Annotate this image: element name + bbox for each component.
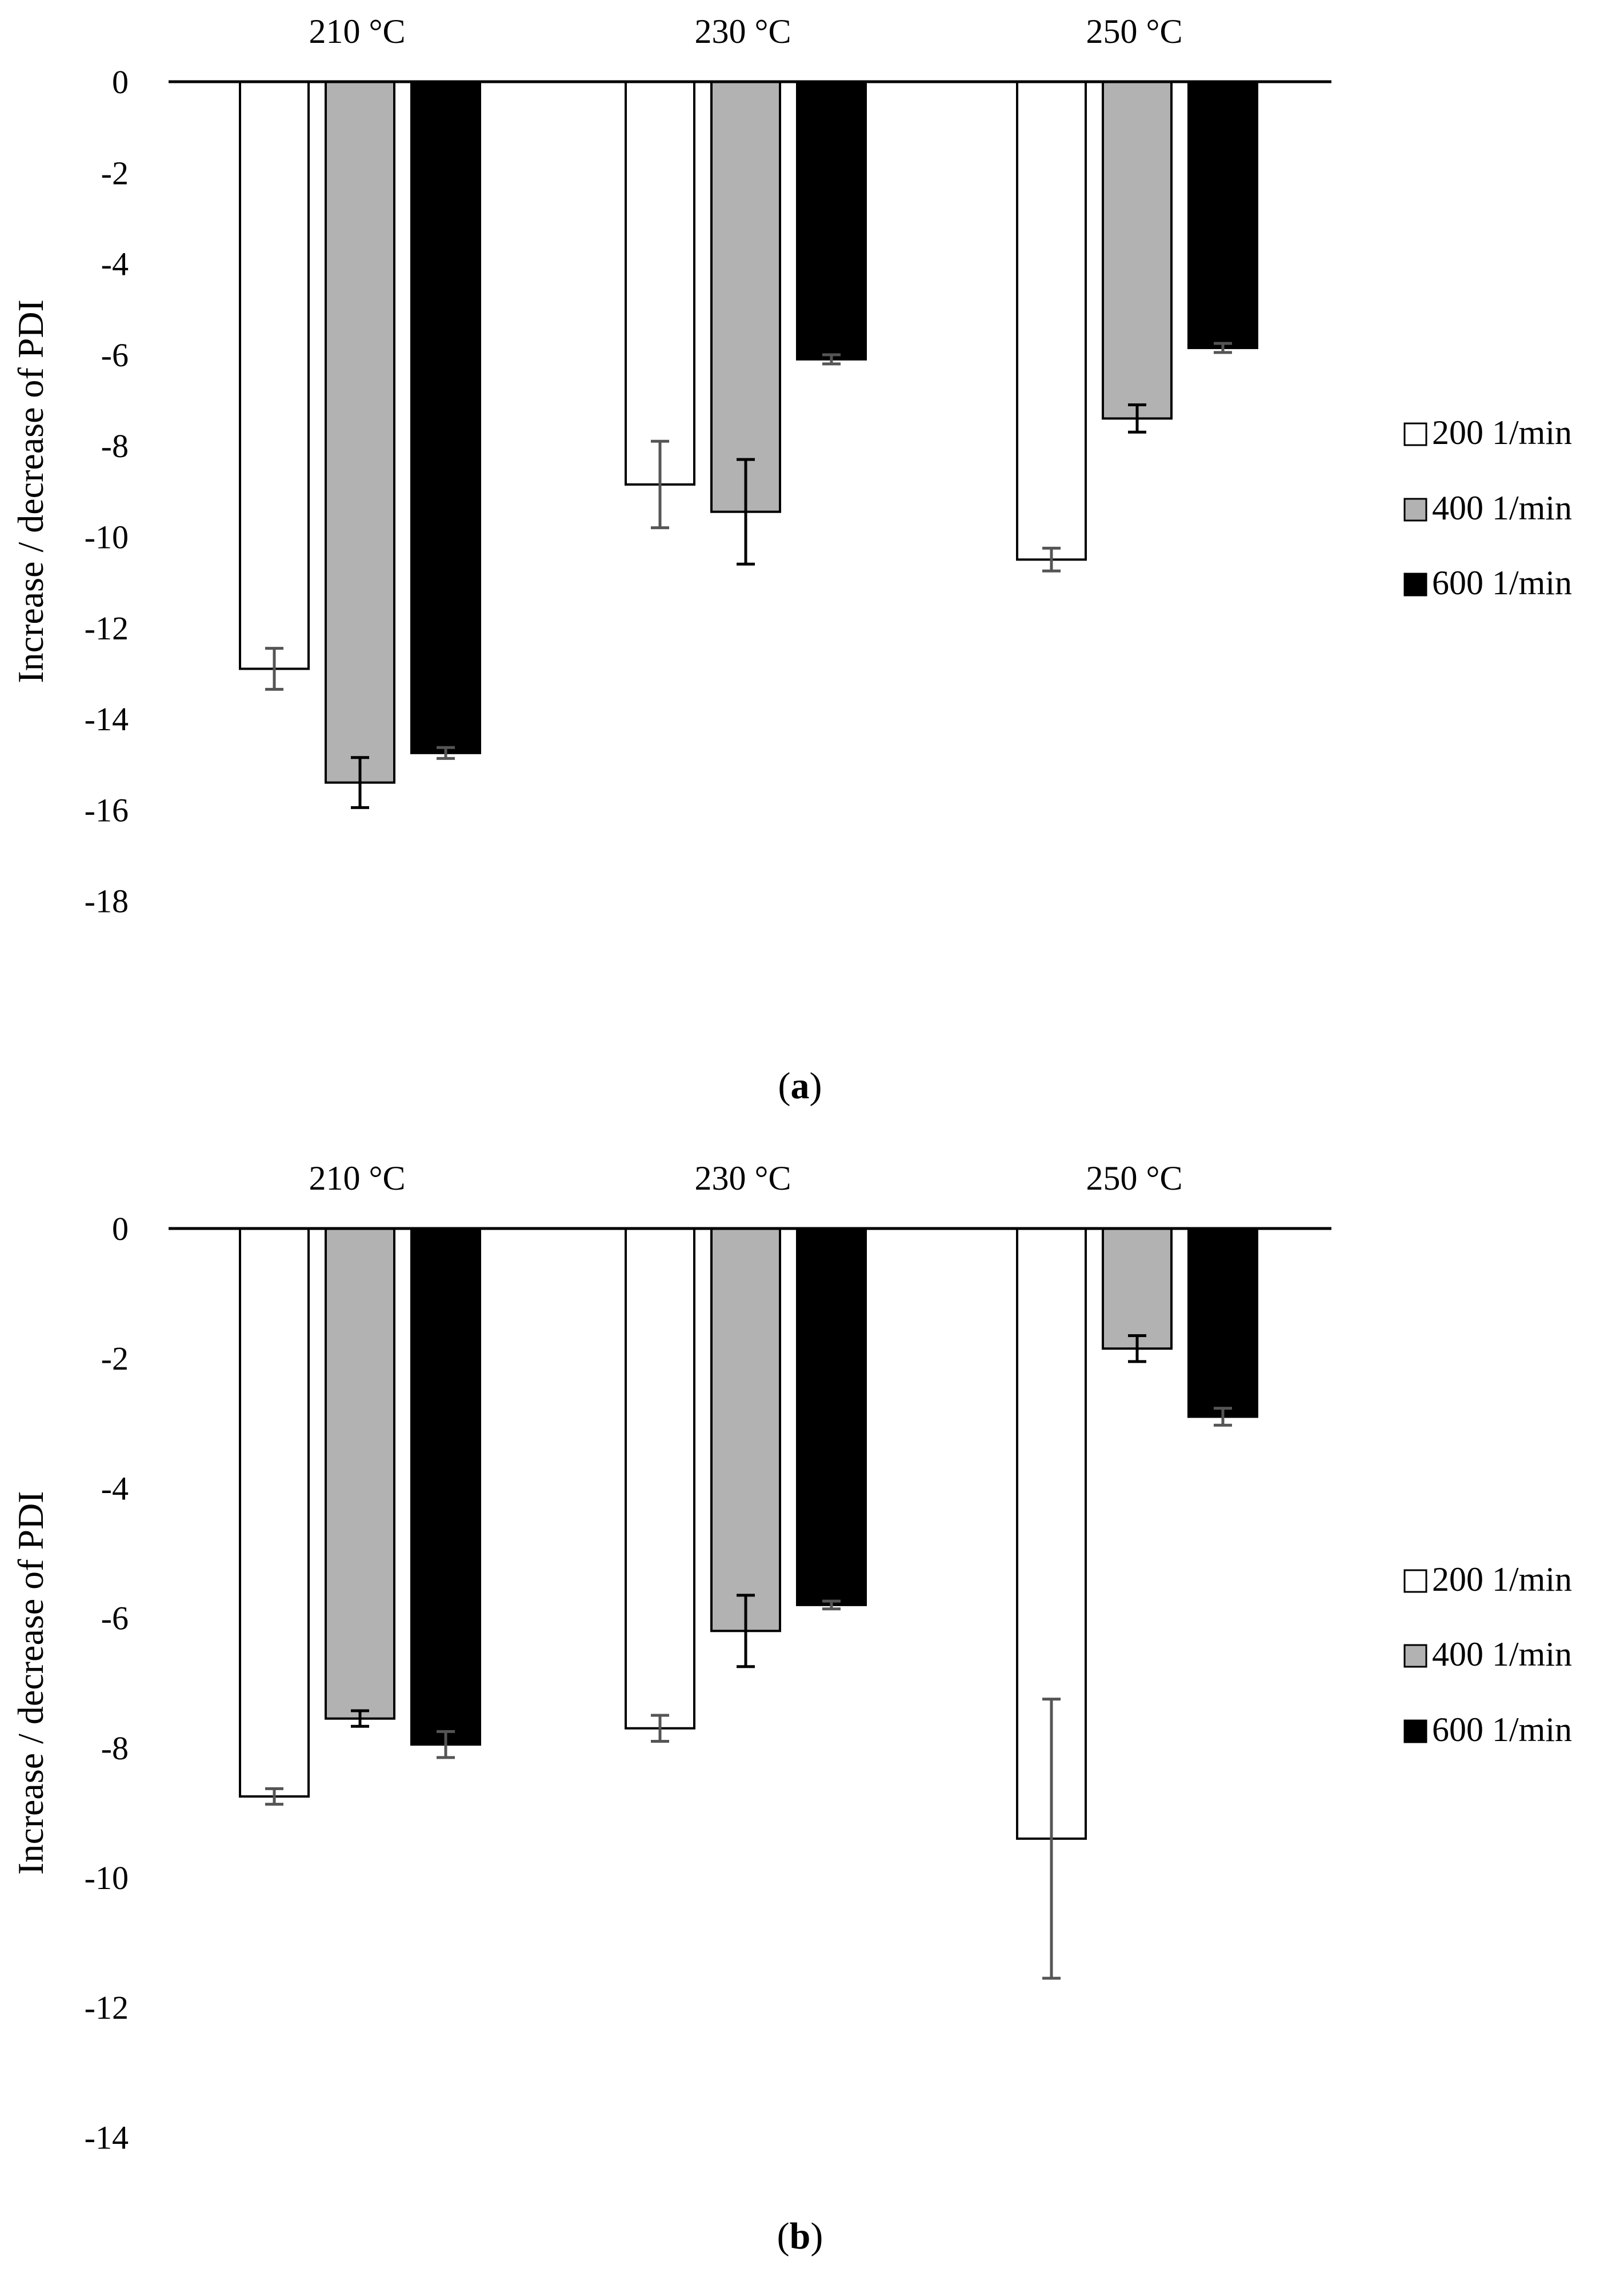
y-tick-label: -10 xyxy=(85,519,129,556)
y-tick-label: -18 xyxy=(85,883,129,920)
bar xyxy=(239,1227,310,1798)
bar xyxy=(796,1227,867,1606)
bar xyxy=(1102,81,1173,420)
panel-label-a: (a) xyxy=(778,1065,822,1107)
category-label: 250 °C xyxy=(1086,1159,1182,1197)
legend-label: 600 1/min xyxy=(1432,1711,1572,1748)
bar xyxy=(1187,81,1258,349)
y-tick-label: -6 xyxy=(101,1600,129,1637)
legend-label: 200 1/min xyxy=(1432,1560,1572,1598)
bar xyxy=(410,1227,481,1746)
legend-swatch xyxy=(1403,498,1427,522)
bar xyxy=(710,1227,781,1632)
legend-swatch xyxy=(1403,1569,1427,1593)
bar xyxy=(1187,1227,1258,1418)
y-tick-label: -16 xyxy=(85,791,129,829)
legend-swatch xyxy=(1403,422,1427,446)
legend-label: 400 1/min xyxy=(1432,489,1572,527)
y-axis-title: Increase / decrease of PDI xyxy=(10,1491,51,1875)
chart-b: 0 -2 -4 -6 -8 -10 -12 -14 Increase / decrease of… xyxy=(10,1159,1572,2156)
y-tick-label: -4 xyxy=(101,246,129,283)
y-tick-label: -14 xyxy=(85,701,129,738)
y-tick-label: -2 xyxy=(101,154,129,191)
y-tick-label: -8 xyxy=(101,1730,129,1767)
legend-swatch xyxy=(1403,1719,1427,1743)
panel-label-b: (b) xyxy=(777,2215,823,2257)
y-tick-label: -4 xyxy=(101,1470,129,1507)
chart-a: 0 -2 -4 -6 -8 -10 -12 -14 -16 -18 Increase / decre… xyxy=(10,13,1572,920)
y-axis-title: Increase / decrease of PDI xyxy=(10,299,51,683)
legend-swatch xyxy=(1403,1644,1427,1668)
y-tick-label: -2 xyxy=(101,1340,129,1377)
bar xyxy=(239,81,310,670)
y-tick-label: 0 xyxy=(112,1210,129,1247)
bar xyxy=(710,81,781,513)
legend-label: 200 1/min xyxy=(1432,414,1572,451)
bar xyxy=(1102,1227,1173,1350)
category-label: 210 °C xyxy=(309,1159,405,1197)
bar xyxy=(1016,81,1087,561)
y-tick-label: -12 xyxy=(85,610,129,647)
category-label: 230 °C xyxy=(694,1159,791,1197)
y-tick-label: 0 xyxy=(112,63,129,101)
y-tick-label: -6 xyxy=(101,337,129,374)
bar xyxy=(325,1227,395,1720)
bar xyxy=(625,81,695,486)
category-label: 230 °C xyxy=(694,13,791,50)
y-tick-label: -10 xyxy=(85,1859,129,1896)
legend-label: 600 1/min xyxy=(1432,564,1572,602)
bar xyxy=(410,81,481,754)
bar xyxy=(796,81,867,361)
category-label: 250 °C xyxy=(1086,13,1182,50)
bar xyxy=(325,81,395,784)
legend-swatch xyxy=(1403,573,1427,597)
legend-label: 400 1/min xyxy=(1432,1635,1572,1673)
category-label: 210 °C xyxy=(309,13,405,50)
bar xyxy=(625,1227,695,1730)
y-tick-label: -14 xyxy=(85,2119,129,2156)
y-tick-label: -12 xyxy=(85,1989,129,2026)
y-tick-label: -8 xyxy=(101,427,129,465)
